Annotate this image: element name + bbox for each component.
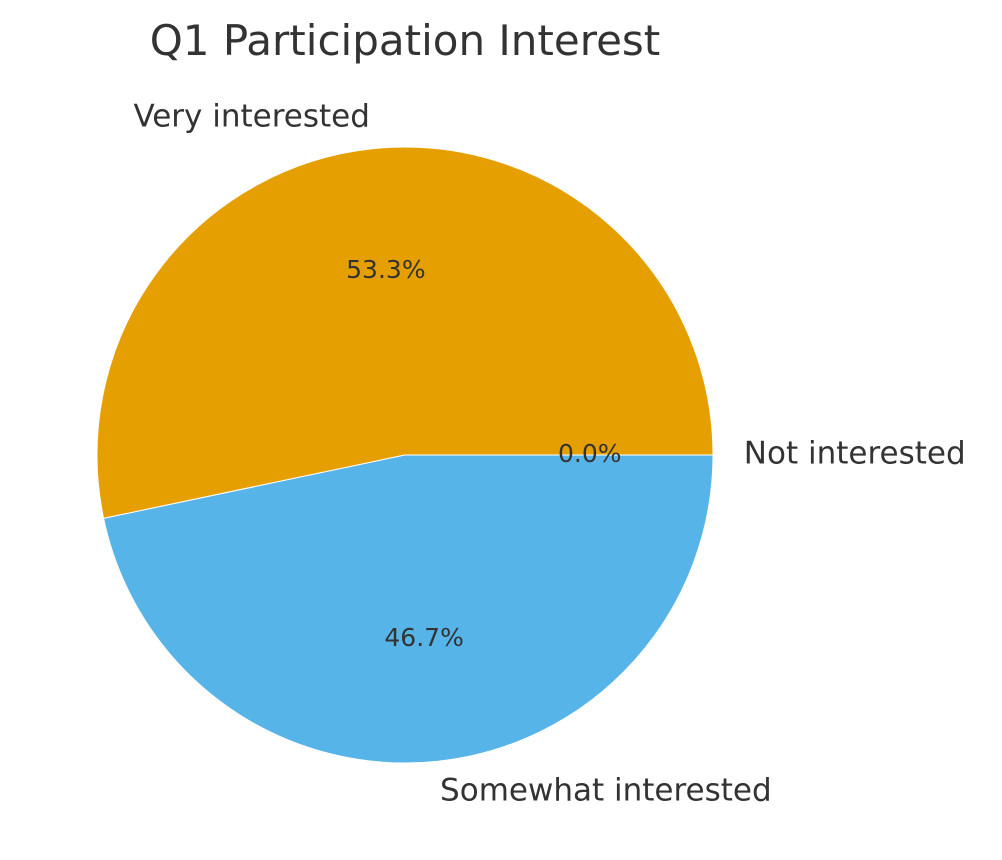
slice-label-very-interested: Very interested bbox=[133, 99, 370, 135]
chart-title: Q1 Participation Interest bbox=[150, 16, 661, 65]
pie-slices bbox=[96, 146, 714, 764]
pct-label-somewhat-interested: 46.7% bbox=[384, 623, 463, 652]
slice-label-not-interested: Not interested bbox=[744, 436, 966, 472]
pct-label-not-interested: 0.0% bbox=[558, 439, 622, 468]
pie-slice-very-interested bbox=[96, 146, 714, 519]
pct-label-very-interested: 53.3% bbox=[346, 255, 425, 284]
pie-labels: Not interested 0.0% Very interested 53.3% So… bbox=[133, 99, 965, 809]
slice-label-somewhat-interested: Somewhat interested bbox=[440, 772, 772, 808]
pie-slice-somewhat-interested bbox=[103, 454, 714, 764]
